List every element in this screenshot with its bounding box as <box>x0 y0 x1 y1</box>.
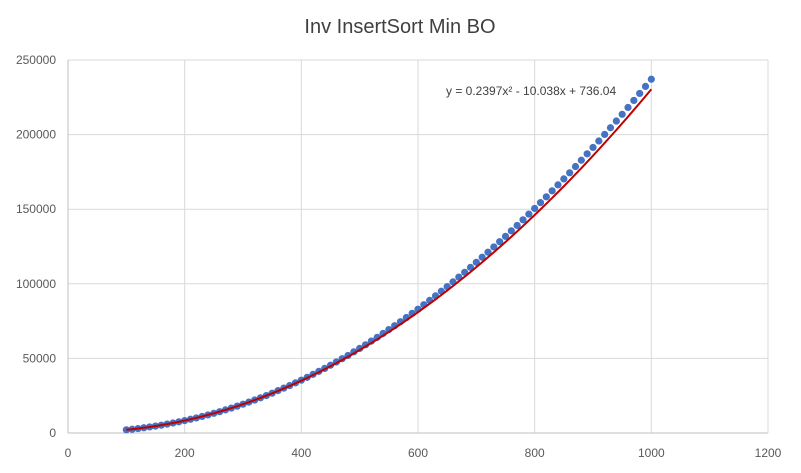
y-tick-label: 100000 <box>16 277 56 291</box>
data-point <box>484 248 492 256</box>
y-tick-label: 150000 <box>16 202 56 216</box>
data-point <box>490 243 498 251</box>
x-tick-label: 1200 <box>755 446 782 460</box>
data-point <box>595 137 603 145</box>
data-points <box>122 75 655 434</box>
data-point <box>548 187 556 195</box>
data-point <box>606 124 615 132</box>
data-point <box>583 150 591 158</box>
data-point <box>478 253 486 261</box>
data-point <box>647 75 655 83</box>
data-point <box>554 181 562 189</box>
data-point <box>601 130 609 139</box>
data-point <box>536 199 545 207</box>
tick-labels: 0 200 400 600 800 1000 1200 0 50000 100000 150000 2… <box>16 53 782 460</box>
y-tick-label: 50000 <box>23 351 57 365</box>
y-tick-label: 0 <box>49 426 56 440</box>
data-point <box>577 156 585 164</box>
trendline <box>126 88 653 431</box>
data-point <box>566 169 574 177</box>
x-tick-label: 600 <box>408 446 428 460</box>
data-point <box>624 103 632 112</box>
data-point <box>519 216 527 224</box>
x-tick-label: 800 <box>525 446 545 460</box>
x-tick-label: 400 <box>291 446 311 460</box>
trendline-equation: y = 0.2397x² - 10.038x + 736.04 <box>446 84 616 98</box>
y-tick-label: 200000 <box>16 128 56 142</box>
data-point <box>507 227 515 235</box>
data-point <box>472 258 480 266</box>
chart-title: Inv InsertSort Min BO <box>304 16 495 38</box>
x-tick-label: 200 <box>175 446 195 460</box>
data-point <box>513 221 521 230</box>
x-tick-label: 1000 <box>638 446 665 460</box>
axes <box>67 60 768 434</box>
data-point <box>636 89 644 98</box>
data-point <box>560 175 568 183</box>
data-point <box>630 96 638 105</box>
gridlines <box>68 59 769 433</box>
data-point <box>525 210 533 218</box>
data-point <box>571 162 580 171</box>
data-point <box>531 204 539 213</box>
data-point <box>542 193 550 201</box>
data-point <box>589 143 597 152</box>
data-point <box>618 110 626 118</box>
y-tick-label: 250000 <box>16 53 56 67</box>
data-point <box>641 82 650 91</box>
data-point <box>501 232 510 240</box>
data-point <box>612 117 620 125</box>
x-tick-label: 0 <box>65 446 72 460</box>
data-point <box>496 238 504 246</box>
